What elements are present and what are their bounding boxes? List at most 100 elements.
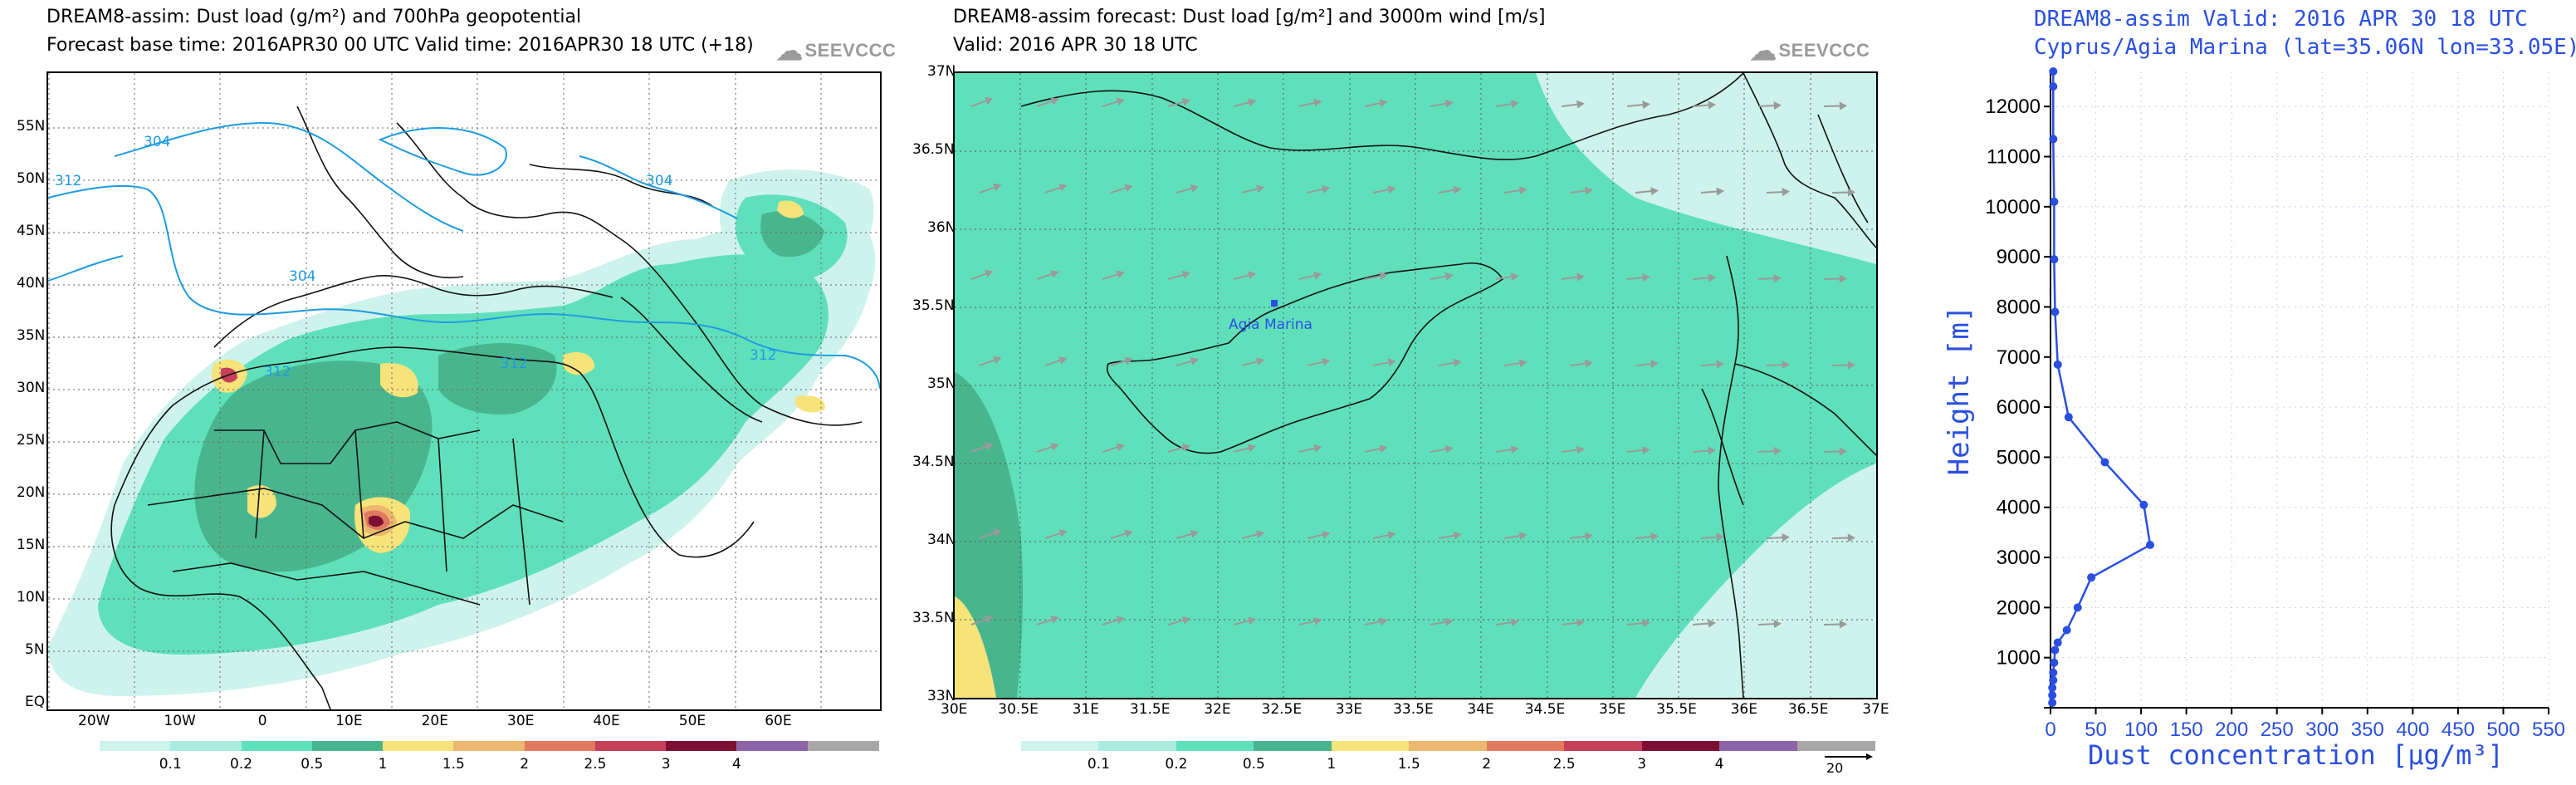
- lon-tick-label: 37E: [1862, 701, 1889, 718]
- wind-arrow-head: [1444, 444, 1454, 454]
- panel2-colorbar: [1021, 741, 1875, 751]
- x-tick-label: 450: [2442, 719, 2475, 741]
- colorbar-segment: [1254, 741, 1332, 751]
- panel1-logo: ☁SEEVCCC: [776, 35, 896, 66]
- panel1-map-svg: 304 312 304 304 312 312 312: [48, 73, 880, 709]
- wind-arrow-head: [1116, 270, 1125, 279]
- y-tick-label: 10000: [1985, 196, 2041, 218]
- wind-arrow-head: [1510, 618, 1519, 627]
- wind-arrow-head: [1782, 533, 1791, 542]
- colorbar-segment: [1409, 741, 1488, 751]
- wind-arrow-head: [1444, 99, 1454, 108]
- lon-tick-label: 34.5E: [1524, 701, 1566, 718]
- wind-arrow-head: [1510, 100, 1519, 109]
- wind-arrow-head: [1510, 272, 1519, 282]
- wind-arrow-head: [1116, 443, 1125, 452]
- profile-point: [2139, 500, 2148, 509]
- wind-arrows: [970, 96, 1856, 629]
- lon-tick-label: 40E: [593, 713, 620, 729]
- wind-arrow-head: [1773, 620, 1782, 629]
- wind-arrow-head: [1642, 273, 1650, 282]
- lat-tick-label: 34N: [927, 532, 956, 548]
- colorbar-segment: [1564, 741, 1643, 751]
- x-tick-label: 100: [2124, 719, 2158, 741]
- wind-arrow-head: [1453, 358, 1462, 367]
- wind-arrow-head: [1248, 98, 1257, 107]
- lon-tick-label: 10E: [335, 713, 363, 729]
- profile-point: [2050, 197, 2059, 206]
- lon-tick-label: 60E: [765, 713, 792, 729]
- wind-arrow-head: [1716, 532, 1725, 542]
- wind-reference-value: 20: [1826, 760, 1844, 776]
- x-tick-label: 150: [2170, 719, 2203, 741]
- wind-arrow-head: [1585, 186, 1593, 195]
- wind-arrow-head: [1576, 445, 1585, 454]
- wind-arrow-head: [992, 183, 1002, 192]
- wind-arrow-head: [1058, 184, 1068, 192]
- lat-tick-label: 25N: [17, 432, 46, 449]
- xlabel: Dust concentration [μg/m³]: [2088, 739, 2504, 771]
- lon-tick-label: 35E: [1599, 701, 1626, 718]
- lon-tick-label: 10W: [164, 713, 196, 729]
- station-label: Agia Marina: [1229, 316, 1312, 333]
- wind-arrow-head: [1058, 356, 1068, 365]
- colorbar-label: 3: [661, 756, 671, 773]
- y-tick-label: 4000: [1997, 497, 2041, 519]
- wind-arrow-head: [1576, 618, 1585, 627]
- y-tick-label: 3000: [1997, 547, 2041, 569]
- profile-point: [2048, 698, 2057, 707]
- lon-tick-label: 36.5E: [1787, 701, 1829, 718]
- wind-arrow-head: [1650, 360, 1659, 369]
- panel1-gridlines: [48, 73, 880, 709]
- wind-arrow-head: [1256, 184, 1265, 194]
- wind-arrow-head: [1773, 274, 1782, 283]
- lat-tick-label: 35N: [17, 327, 46, 344]
- colorbar-label: 1.5: [442, 756, 465, 773]
- wind-arrow-head: [1181, 98, 1191, 106]
- wind-arrow-head: [1708, 446, 1717, 455]
- colorbar-segment: [1098, 741, 1177, 751]
- colorbar-label: 2.5: [584, 756, 607, 773]
- wind-arrow-head: [992, 356, 1002, 365]
- panel2-coastlines: [1020, 73, 1876, 698]
- wind-arrow-head: [1708, 273, 1717, 282]
- lat-tick-label: 45N: [17, 223, 46, 239]
- x-tick-label: 250: [2261, 719, 2294, 741]
- colorbar-segment: [666, 741, 738, 751]
- wind-arrow-head: [1773, 101, 1782, 110]
- lon-tick-label: 36E: [1730, 701, 1757, 718]
- wind-arrow-head: [1190, 357, 1200, 366]
- wind-arrow-head: [1782, 361, 1791, 370]
- wind-arrow-head: [1453, 531, 1462, 540]
- colorbar-segment: [1486, 741, 1566, 751]
- wind-arrow-head: [984, 442, 994, 451]
- wind-arrow-head: [1387, 531, 1396, 540]
- panel3-title-line1: DREAM8-assim Valid: 2016 APR 30 18 UTC: [2034, 7, 2528, 32]
- panel3-title-line2: Cyprus/Agia Marina (lat=35.06N lon=33.05…: [2034, 35, 2576, 60]
- lon-tick-label: 32E: [1204, 701, 1231, 718]
- wind-arrow-head: [1322, 184, 1331, 194]
- wind-arrow-head: [1124, 529, 1133, 538]
- wind-arrow-head: [1708, 619, 1717, 628]
- wind-arrow-head: [1058, 529, 1068, 537]
- contour-label: 312: [501, 356, 527, 372]
- cloud-icon: ☁: [1750, 36, 1777, 66]
- x-tick-label: 550: [2532, 719, 2565, 741]
- panel2-title-line2: Valid: 2016 APR 30 18 UTC: [953, 35, 1198, 56]
- wind-arrow-head: [984, 615, 994, 624]
- colorbar-segment: [170, 741, 242, 751]
- colorbar-label: 2.5: [1552, 756, 1576, 773]
- wind-arrow-head: [992, 528, 1002, 537]
- wind-arrow-head: [1518, 359, 1528, 368]
- wind-arrow-head: [1773, 447, 1782, 456]
- colorbar-segment: [100, 741, 172, 751]
- wind-arrow-head: [1248, 444, 1257, 453]
- wind-arrow-head: [984, 269, 994, 278]
- panel1-title-line1: DREAM8-assim: Dust load (g/m²) and 700hP…: [46, 7, 582, 27]
- wind-arrow-head: [1190, 184, 1200, 193]
- lat-tick-label: 36.5N: [912, 141, 955, 158]
- wind-arrow-head: [1839, 447, 1848, 456]
- wind-arrow-head: [1379, 272, 1388, 281]
- wind-arrow-head: [1379, 99, 1388, 108]
- vertical-profile-chart: 0 50 100 150 200 250 300 350 400 450 500 550 1000 200…: [1985, 67, 2565, 741]
